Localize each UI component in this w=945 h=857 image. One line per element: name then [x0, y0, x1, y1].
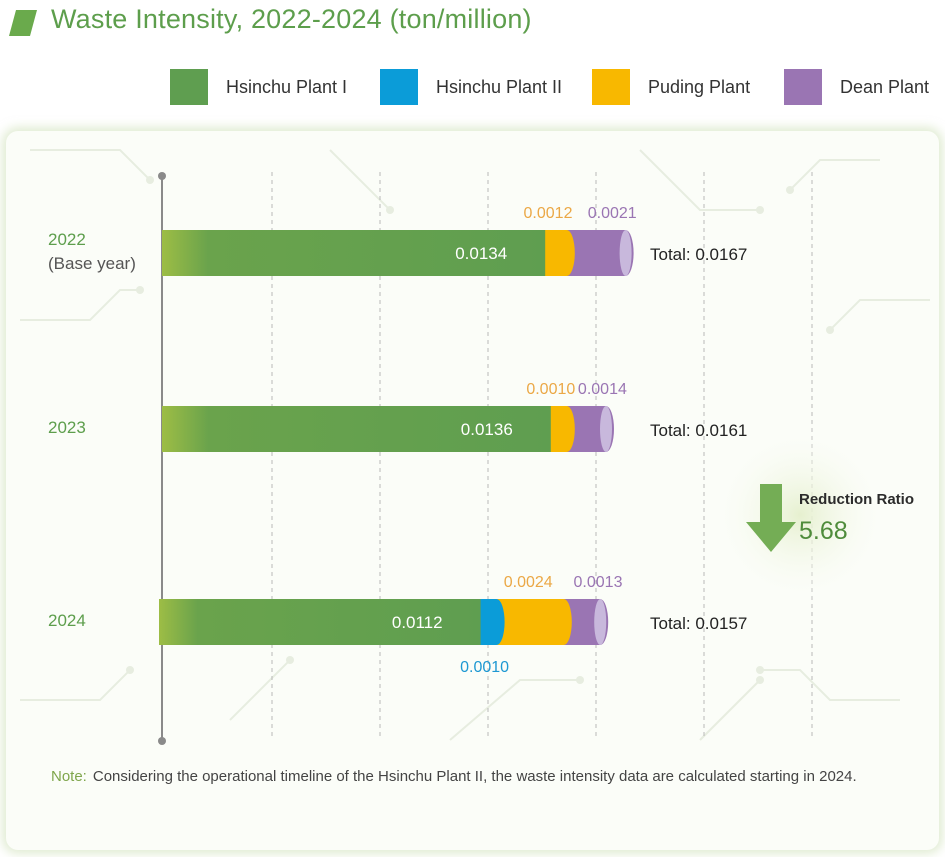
data-label-2024-hsinchu-plant-ii: 0.0010 — [460, 659, 509, 676]
chart-title: Waste Intensity, 2022-2024 (ton/million) — [51, 4, 532, 34]
legend-label-puding-plant: Puding Plant — [648, 76, 751, 97]
circuit-trace — [699, 679, 761, 741]
legend-swatch-hsinchu-plant-2 — [380, 69, 418, 105]
footnote-label: Note: — [51, 768, 87, 785]
circuit-node — [126, 666, 134, 674]
circuit-node — [786, 186, 794, 194]
reduction-arrow-icon — [746, 484, 796, 552]
circuit-trace — [20, 669, 131, 701]
data-label-2023-puding-plant: 0.0010 — [526, 381, 575, 398]
circuit-trace — [789, 159, 880, 191]
total-label-2023: Total: 0.0161 — [650, 421, 747, 440]
circuit-node — [826, 326, 834, 334]
circuit-trace — [829, 299, 930, 331]
category-label-2023: 2023 — [48, 418, 86, 437]
y-axis-cap-top — [158, 172, 166, 180]
bar-end-cap-2024 — [594, 599, 607, 645]
data-label-2023-dean-plant: 0.0014 — [578, 381, 627, 398]
data-label-2024-dean-plant: 0.0013 — [574, 574, 623, 591]
bar-2024-puding-plant — [496, 599, 572, 645]
circuit-node — [756, 676, 764, 684]
y-axis-cap-bottom — [158, 737, 166, 745]
circuit-trace — [639, 149, 760, 211]
circuit-node — [136, 286, 144, 294]
category-label-2022: 2022 — [48, 230, 86, 249]
bar-end-cap-2022 — [619, 230, 632, 276]
legend-swatch-puding-plant — [592, 69, 630, 105]
legend-swatch-dean-plant — [784, 69, 822, 105]
circuit-node — [576, 676, 584, 684]
legend-swatch-hsinchu-plant-1 — [170, 69, 208, 105]
circuit-node — [386, 206, 394, 214]
bar-end-cap-2023 — [600, 406, 612, 452]
circuit-trace — [449, 679, 580, 741]
data-label-2024-puding-plant: 0.0024 — [504, 574, 553, 591]
bar-2022-dean-plant — [566, 230, 634, 276]
legend-item-puding-plant: Puding Plant — [592, 69, 750, 105]
data-label-2024-hsinchu-plant-i: 0.0112 — [392, 613, 443, 632]
circuit-trace — [229, 659, 291, 721]
legend-label-hsinchu-plant-2: Hsinchu Plant II — [436, 76, 563, 97]
category-sublabel-2022: (Base year) — [48, 254, 136, 273]
legend-item-dean-plant: Dean Plant — [784, 69, 929, 105]
circuit-node — [756, 666, 764, 674]
reduction-ratio-label: Reduction Ratio — [799, 491, 914, 508]
legend-label-dean-plant: Dean Plant — [840, 76, 930, 97]
reduction-ratio-value: 5.68 — [799, 517, 848, 545]
legend-item-hsinchu-plant-1: Hsinchu Plant I — [170, 69, 347, 105]
data-label-2022-puding-plant: 0.0012 — [524, 205, 573, 222]
legend-item-hsinchu-plant-2: Hsinchu Plant II — [380, 69, 562, 105]
data-label-2022-hsinchu-plant-i: 0.0134 — [455, 244, 507, 263]
data-label-2023-hsinchu-plant-i: 0.0136 — [461, 420, 513, 439]
circuit-node — [286, 656, 294, 664]
data-label-2022-dean-plant: 0.0021 — [588, 205, 637, 222]
circuit-trace — [20, 289, 140, 321]
footnote-text: Considering the operational timeline of … — [92, 768, 857, 785]
bar-2024-hsinchu-plant-i — [159, 599, 481, 645]
footnote: Note: Considering the operational timeli… — [51, 766, 911, 787]
title-leaf-icon — [9, 10, 37, 36]
circuit-node — [146, 176, 154, 184]
circuit-node — [756, 206, 764, 214]
bar-2023-hsinchu-plant-i — [162, 406, 551, 452]
circuit-trace — [760, 669, 900, 701]
total-label-2024: Total: 0.0157 — [650, 614, 747, 633]
circuit-trace — [30, 149, 151, 181]
circuit-trace — [329, 149, 391, 211]
total-label-2022: Total: 0.0167 — [650, 245, 747, 264]
circuit-background — [20, 149, 930, 741]
reduction-glow — [705, 420, 895, 610]
category-label-2024: 2024 — [48, 611, 86, 630]
bar-2022-hsinchu-plant-i — [162, 230, 546, 276]
legend-label-hsinchu-plant-1: Hsinchu Plant I — [226, 76, 348, 97]
